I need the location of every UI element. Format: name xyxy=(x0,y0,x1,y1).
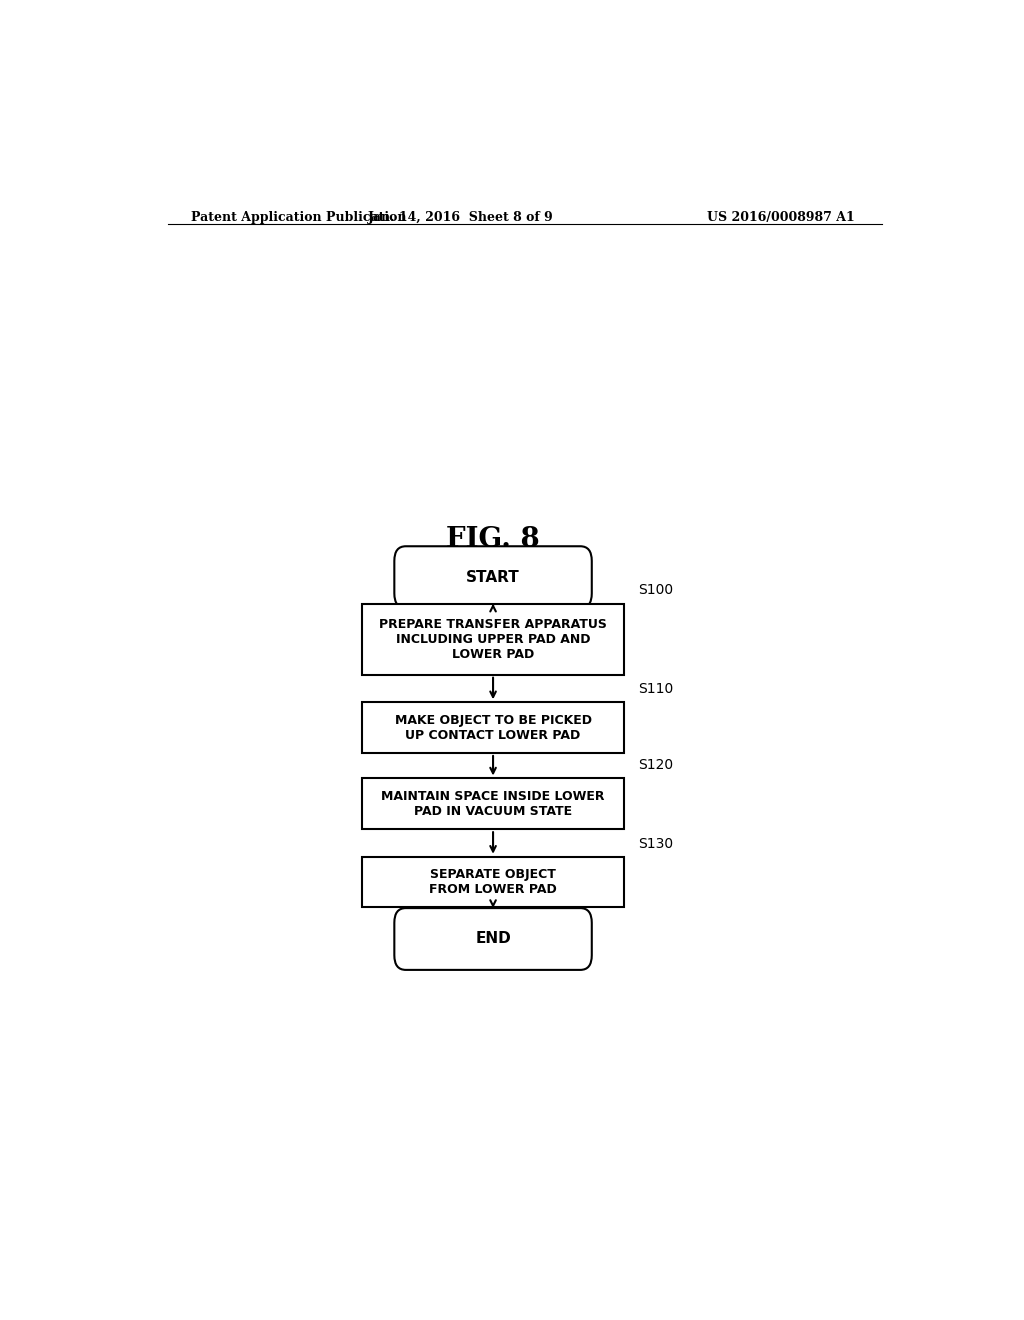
Text: FIG. 8: FIG. 8 xyxy=(446,527,540,553)
Text: Patent Application Publication: Patent Application Publication xyxy=(191,211,407,224)
Text: SEPARATE OBJECT
FROM LOWER PAD: SEPARATE OBJECT FROM LOWER PAD xyxy=(429,869,557,896)
FancyBboxPatch shape xyxy=(362,779,624,829)
FancyBboxPatch shape xyxy=(394,908,592,970)
Text: S120: S120 xyxy=(638,758,674,772)
FancyBboxPatch shape xyxy=(362,857,624,907)
Text: END: END xyxy=(475,932,511,946)
Text: S110: S110 xyxy=(638,682,674,696)
Text: S100: S100 xyxy=(638,583,674,598)
FancyBboxPatch shape xyxy=(362,603,624,675)
Text: US 2016/0008987 A1: US 2016/0008987 A1 xyxy=(708,211,855,224)
Text: START: START xyxy=(466,570,520,585)
FancyBboxPatch shape xyxy=(394,546,592,609)
Text: Jan. 14, 2016  Sheet 8 of 9: Jan. 14, 2016 Sheet 8 of 9 xyxy=(369,211,554,224)
Text: S130: S130 xyxy=(638,837,674,850)
Text: PREPARE TRANSFER APPARATUS
INCLUDING UPPER PAD AND
LOWER PAD: PREPARE TRANSFER APPARATUS INCLUDING UPP… xyxy=(379,618,607,660)
Text: MAKE OBJECT TO BE PICKED
UP CONTACT LOWER PAD: MAKE OBJECT TO BE PICKED UP CONTACT LOWE… xyxy=(394,714,592,742)
FancyBboxPatch shape xyxy=(362,702,624,752)
Text: MAINTAIN SPACE INSIDE LOWER
PAD IN VACUUM STATE: MAINTAIN SPACE INSIDE LOWER PAD IN VACUU… xyxy=(381,789,605,818)
